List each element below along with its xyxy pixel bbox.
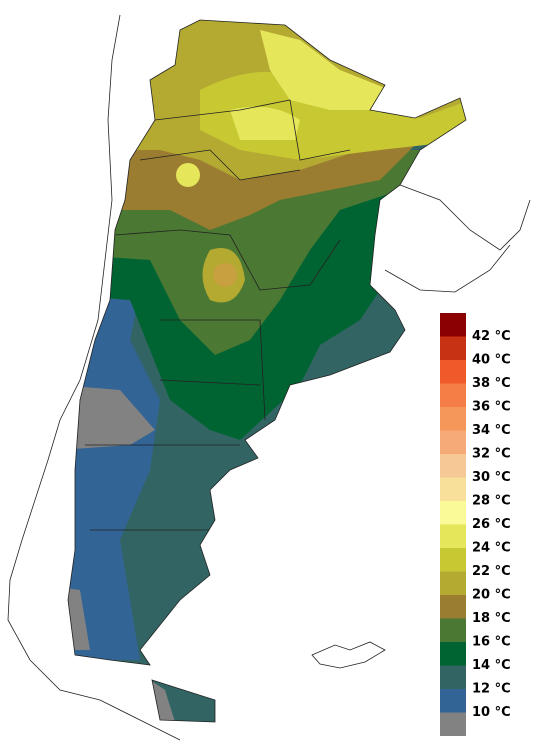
legend-swatch <box>440 548 466 572</box>
zone-24 <box>230 30 390 140</box>
legend-label: 14 °C <box>472 658 511 673</box>
legend-label: 28 °C <box>472 494 511 509</box>
legend-swatch <box>440 524 466 548</box>
legend-label: 40 °C <box>472 353 511 368</box>
legend-label: 30 °C <box>472 470 511 485</box>
zone-10 <box>68 280 160 660</box>
legend-label: 12 °C <box>472 682 511 697</box>
legend-swatch <box>440 618 466 642</box>
zone-24-patch <box>176 163 200 187</box>
legend-label: 10 °C <box>472 705 511 720</box>
legend-swatch <box>440 407 466 431</box>
legend-swatch <box>440 313 466 337</box>
legend-label: 32 °C <box>472 447 511 462</box>
legend-label: 20 °C <box>472 588 511 603</box>
legend-label: 42 °C <box>472 329 511 344</box>
legend-swatch <box>440 642 466 666</box>
zone-18-patch <box>213 263 237 287</box>
legend-swatch <box>440 430 466 454</box>
province-borders <box>85 99 351 531</box>
legend-swatch <box>440 454 466 478</box>
legend-swatch <box>440 501 466 525</box>
legend-label: 22 °C <box>472 564 511 579</box>
legend-swatch <box>440 712 466 736</box>
legend-swatch <box>440 477 466 501</box>
chile-outline <box>7 14 181 741</box>
legend-swatch <box>440 360 466 384</box>
legend-label: 26 °C <box>472 517 511 532</box>
legend: 42 °C 40 °C 38 °C 36 °C 34 °C 32 °C 30 °C 28 °C… <box>440 313 511 736</box>
falklands <box>311 641 386 669</box>
legend-swatch <box>440 689 466 713</box>
legend-label: 38 °C <box>472 376 511 391</box>
uruguay-outline <box>384 184 531 293</box>
legend-label: 24 °C <box>472 541 511 556</box>
legend-swatch <box>440 336 466 360</box>
legend-swatch <box>440 595 466 619</box>
legend-label: 16 °C <box>472 635 511 650</box>
legend-label: 18 °C <box>472 611 511 626</box>
argentina-outline <box>67 19 467 723</box>
legend-label: 34 °C <box>472 423 511 438</box>
legend-swatch <box>440 571 466 595</box>
legend-swatch <box>440 665 466 689</box>
legend-label: 36 °C <box>472 400 511 415</box>
legend-swatch <box>440 383 466 407</box>
